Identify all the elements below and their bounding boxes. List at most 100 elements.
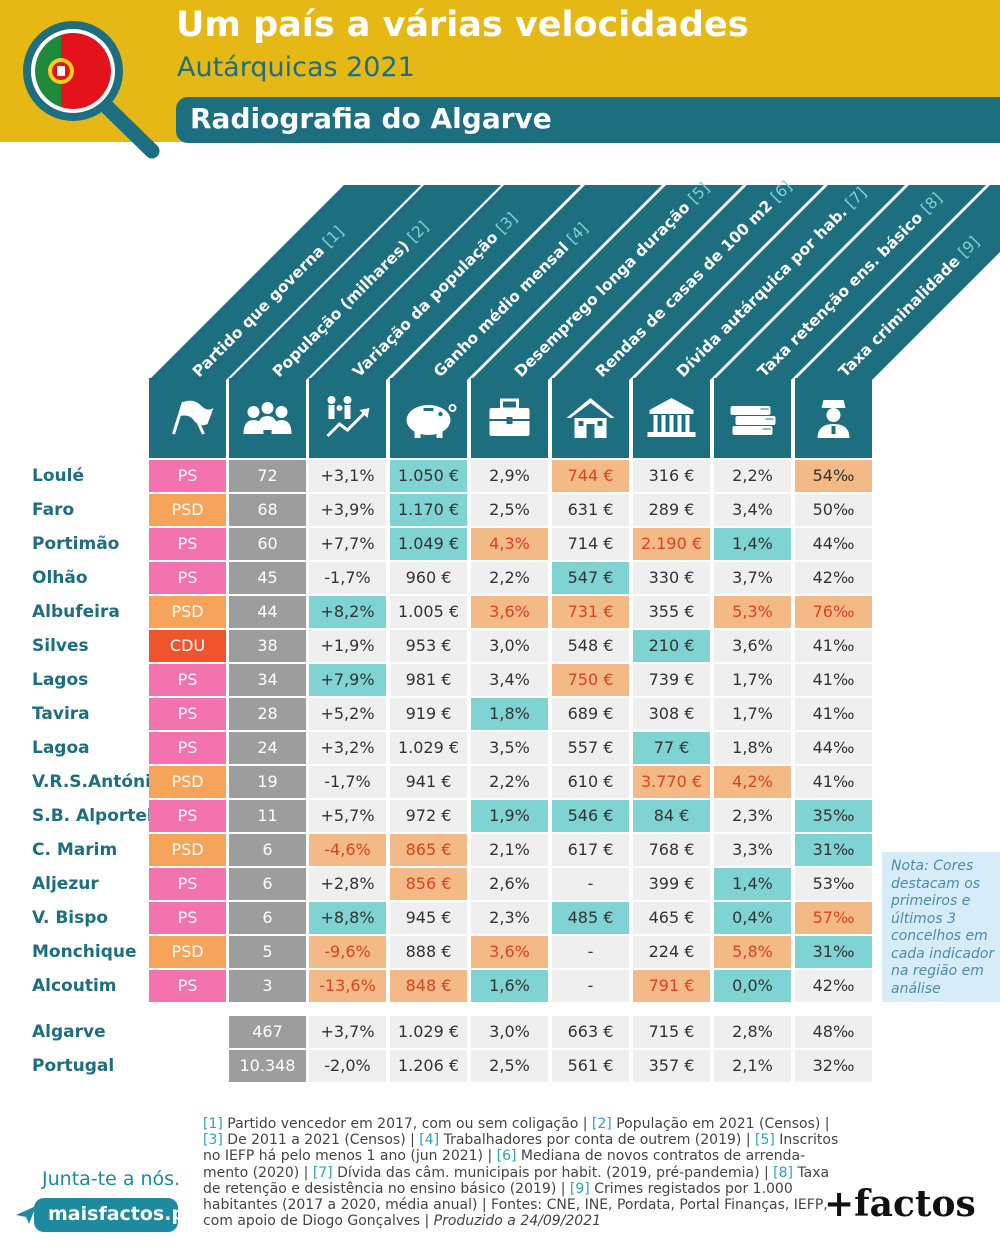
table-cell: 617 €: [552, 834, 629, 866]
website-link[interactable]: maisfactos.pt: [48, 1203, 195, 1225]
table-cell: 44‰: [795, 528, 872, 560]
row-name: Faro: [32, 500, 75, 520]
table-cell: 3,6%: [471, 596, 548, 628]
table-cell: 308 €: [633, 698, 710, 730]
table-cell: 72: [229, 460, 306, 492]
table-cell: 6: [229, 868, 306, 900]
join-us-text: Junta-te a nós.: [42, 1168, 181, 1190]
party-cell: PS: [149, 732, 226, 764]
table-cell: 44: [229, 596, 306, 628]
table-cell: 3.770 €: [633, 766, 710, 798]
section-band: Radiografia do Algarve: [176, 97, 1000, 143]
table-cell: 1,6%: [471, 970, 548, 1002]
magnifier-portugal-flag-logo: [23, 21, 160, 159]
table-cell: 57‰: [795, 902, 872, 934]
table-cell: +5,7%: [309, 800, 386, 832]
total-row-name: Algarve: [32, 1022, 106, 1042]
produced-date: Produzido a 24/09/2021: [433, 1213, 602, 1230]
table-cell: 750 €: [552, 664, 629, 696]
table-cell: -4,6%: [309, 834, 386, 866]
table-cell: 41‰: [795, 698, 872, 730]
table-cell: 768 €: [633, 834, 710, 866]
table-cell: 548 €: [552, 630, 629, 662]
row-name: Lagoa: [32, 738, 90, 758]
table-cell: 689 €: [552, 698, 629, 730]
table-cell: +8,2%: [309, 596, 386, 628]
table-cell: 0,0%: [714, 970, 791, 1002]
party-cell: PS: [149, 664, 226, 696]
party-cell: PSD: [149, 494, 226, 526]
total-cell: 561 €: [552, 1050, 629, 1082]
party-cell: PSD: [149, 936, 226, 968]
party-cell: PS: [149, 868, 226, 900]
total-cell: 357 €: [633, 1050, 710, 1082]
table-cell: 44‰: [795, 732, 872, 764]
table-cell: 1,8%: [714, 732, 791, 764]
table-cell: 2,6%: [471, 868, 548, 900]
table-cell: +8,8%: [309, 902, 386, 934]
row-name: C. Marim: [32, 840, 118, 860]
table-cell: 3,4%: [714, 494, 791, 526]
table-cell: 1,9%: [471, 800, 548, 832]
total-cell: 467: [229, 1016, 306, 1048]
table-cell: 1.170 €: [390, 494, 467, 526]
table-cell: 355 €: [633, 596, 710, 628]
table-cell: 960 €: [390, 562, 467, 594]
column-headers: Partido que governa [1]População (milhar…: [149, 177, 1000, 458]
total-cell: 715 €: [633, 1016, 710, 1048]
brand-logo: +factos: [824, 1183, 976, 1225]
table-cell: 45: [229, 562, 306, 594]
footnote-ref: [5]: [754, 1132, 775, 1149]
table-cell: 739 €: [633, 664, 710, 696]
table-cell: 31‰: [795, 936, 872, 968]
table-cell: +7,9%: [309, 664, 386, 696]
table-cell: 848 €: [390, 970, 467, 1002]
total-cell: 3,0%: [471, 1016, 548, 1048]
table-cell: 54‰: [795, 460, 872, 492]
table-cell: 2,1%: [471, 834, 548, 866]
table-cell: 4,2%: [714, 766, 791, 798]
table-cell: 1.049 €: [390, 528, 467, 560]
paper-plane-icon: [16, 1206, 36, 1224]
row-name: Loulé: [32, 466, 84, 486]
row-name: Alcoutim: [32, 976, 117, 996]
website-button[interactable]: maisfactos.pt: [16, 1198, 194, 1232]
row-name: Olhão: [32, 568, 88, 588]
total-cell: 2,5%: [471, 1050, 548, 1082]
table-cell: 2,3%: [471, 902, 548, 934]
party-cell: PS: [149, 698, 226, 730]
table-cell: 2.190 €: [633, 528, 710, 560]
table-cell: 3,4%: [471, 664, 548, 696]
table-cell: -: [552, 868, 629, 900]
total-cell: 1.206 €: [390, 1050, 467, 1082]
table-cell: 41‰: [795, 766, 872, 798]
party-cell: PS: [149, 562, 226, 594]
row-name: V. Bispo: [32, 908, 109, 928]
table-cell: 865 €: [390, 834, 467, 866]
row-name: S.B. Alportel: [32, 806, 153, 826]
footnote-text: Inscritos no IEFP há pelo menos 1 ano (j…: [203, 1132, 839, 1165]
table-cell: 3,0%: [471, 630, 548, 662]
total-cell: 48‰: [795, 1016, 872, 1048]
party-cell: CDU: [149, 630, 226, 662]
table-cell: 945 €: [390, 902, 467, 934]
table-cell: 2,3%: [714, 800, 791, 832]
table-cell: 547 €: [552, 562, 629, 594]
total-cell: 2,1%: [714, 1050, 791, 1082]
table-cell: 981 €: [390, 664, 467, 696]
table-cell: 41‰: [795, 664, 872, 696]
party-cell: PS: [149, 902, 226, 934]
table-cell: 610 €: [552, 766, 629, 798]
table-cell: +3,2%: [309, 732, 386, 764]
table-cell: +3,1%: [309, 460, 386, 492]
table-cell: 3,5%: [471, 732, 548, 764]
table-cell: 1,7%: [714, 698, 791, 730]
table-cell: 3,7%: [714, 562, 791, 594]
table-cell: 2,2%: [471, 562, 548, 594]
table-cell: 2,2%: [471, 766, 548, 798]
row-name: Portimão: [32, 534, 120, 554]
table-cell: 919 €: [390, 698, 467, 730]
table-cell: 5,8%: [714, 936, 791, 968]
flags-icon: [172, 400, 214, 435]
table-cell: 224 €: [633, 936, 710, 968]
